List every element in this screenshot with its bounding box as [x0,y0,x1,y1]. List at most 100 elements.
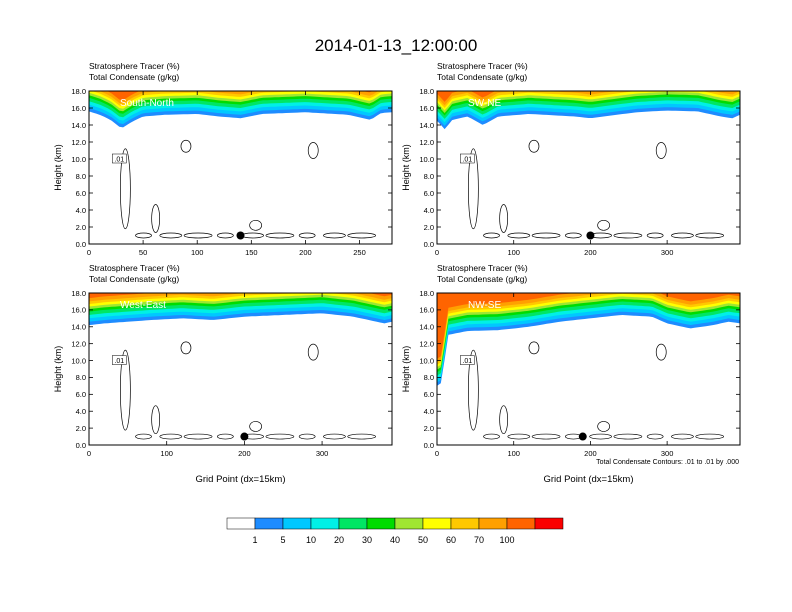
condensate-contour [528,341,540,355]
contour-label-box [112,153,127,164]
condensate-contour [646,232,664,239]
condensate-contour [468,349,479,431]
y-tick-label: 8.0 [424,373,434,382]
y-tick-label: 12.0 [419,339,434,348]
location-marker [240,432,249,441]
y-tick-label: 6.0 [424,189,434,198]
condensate-contour [468,148,479,230]
y-tick-label: 0.0 [424,441,434,450]
plot-area [437,91,740,244]
condensate-contour [120,349,131,431]
condensate-contour [159,232,183,239]
x-tick-label: 100 [160,449,173,458]
condensate-contour [347,232,377,239]
colorbar-label: 1 [252,535,257,545]
y-tick-label: 18.0 [71,289,86,298]
y-tick-label: 18.0 [419,289,434,298]
contour-label: .01 [114,157,124,164]
condensate-contour [507,433,531,440]
condensate-contour [135,232,152,239]
colorbar-swatch [310,517,340,530]
colorbar-label: 50 [418,535,428,545]
x-tick-label: 0 [435,248,439,257]
condensate-contour [613,232,643,239]
colorbar-label: 5 [280,535,285,545]
condensate-contour [655,343,667,361]
y-axis-label: Height (km) [53,346,63,393]
x-tick-label: 100 [191,248,204,257]
condensate-contour [347,433,377,440]
condensate-contour [159,433,183,440]
x-tick-label: 300 [661,248,674,257]
contour-label-box [460,153,475,164]
y-tick-label: 18.0 [419,87,434,96]
tracer-band-6 [89,91,392,109]
y-tick-label: 16.0 [419,306,434,315]
condensate-contour [265,433,295,440]
y-tick-label: 14.0 [419,121,434,130]
tracer-band-8 [437,91,740,106]
panel-west-east: .01 0.0 2.0 4.0 6.0 8.0 10.0 12.0 14.0 16.0 18.0 0 1… [53,263,393,485]
condensate-contour [249,421,262,432]
colorbar-label: 40 [390,535,400,545]
condensate-contour [483,232,500,239]
condensate-contour [323,433,346,440]
plot-area [437,293,740,445]
panel-sw-ne: .01 0.0 2.0 4.0 6.0 8.0 10.0 12.0 14.0 16.0 18.0 0 1… [401,61,741,257]
condensate-contour [531,433,561,440]
cross-section-label: West-East [120,300,166,311]
contour-label-box [460,355,475,365]
y-tick-label: 16.0 [71,306,86,315]
figure-title: 2014-01-13_12:00:00 [315,36,478,55]
condensate-contour [307,142,319,159]
y-tick-label: 14.0 [71,323,86,332]
tracer-band-9 [437,293,740,359]
condensate-contour [307,343,319,361]
y-tick-label: 2.0 [76,223,86,232]
contour-label: .01 [114,358,124,365]
x-axis-label: Grid Point (dx=15km) [195,474,285,485]
colorbar-swatch [534,517,564,530]
condensate-contour [180,341,192,355]
x-tick-label: 250 [353,248,366,257]
plot-frame [88,292,393,446]
tracer-band-7 [89,293,392,304]
condensate-contour [695,433,725,440]
colorbar-swatch [422,517,452,530]
x-tick-label: 200 [238,449,251,458]
variable-title-tracer: Stratosphere Tracer (%) [89,263,180,273]
y-tick-label: 0.0 [424,240,434,249]
condensate-contour [531,232,561,239]
colorbar-swatch [338,517,368,530]
variable-title-tracer: Stratosphere Tracer (%) [437,263,528,273]
plot-frame [88,90,393,245]
panel-nw-se: .01 0.0 2.0 4.0 6.0 8.0 10.0 12.0 14.0 16.0 18.0 0 1… [401,263,741,485]
cross-section-label: South-North [120,98,174,109]
colorbar-swatch [254,517,284,530]
colorbar-label: 60 [446,535,456,545]
y-tick-label: 12.0 [71,138,86,147]
y-tick-label: 6.0 [76,390,86,399]
y-tick-label: 10.0 [419,155,434,164]
condensate-contour [151,204,161,233]
y-tick-label: 2.0 [424,223,434,232]
y-tick-label: 2.0 [76,424,86,433]
x-tick-label: 150 [245,248,258,257]
y-axis-label: Height (km) [401,144,411,191]
y-axis-label: Height (km) [401,346,411,393]
contour-label: .01 [462,358,472,365]
x-tick-label: 200 [299,248,312,257]
tracer-band-9 [89,293,392,299]
y-tick-label: 2.0 [424,424,434,433]
x-axis-label: Grid Point (dx=15km) [543,474,633,485]
y-tick-label: 18.0 [71,87,86,96]
plot-frame [436,292,741,446]
y-tick-label: 8.0 [424,172,434,181]
condensate-contour [507,232,531,239]
tracer-band-6 [437,91,740,111]
condensate-contour [120,148,131,230]
tracer-band-9 [107,91,374,101]
condensate-contour [695,232,725,239]
variable-title-tracer: Stratosphere Tracer (%) [89,61,180,71]
variable-title-tracer: Stratosphere Tracer (%) [437,61,528,71]
